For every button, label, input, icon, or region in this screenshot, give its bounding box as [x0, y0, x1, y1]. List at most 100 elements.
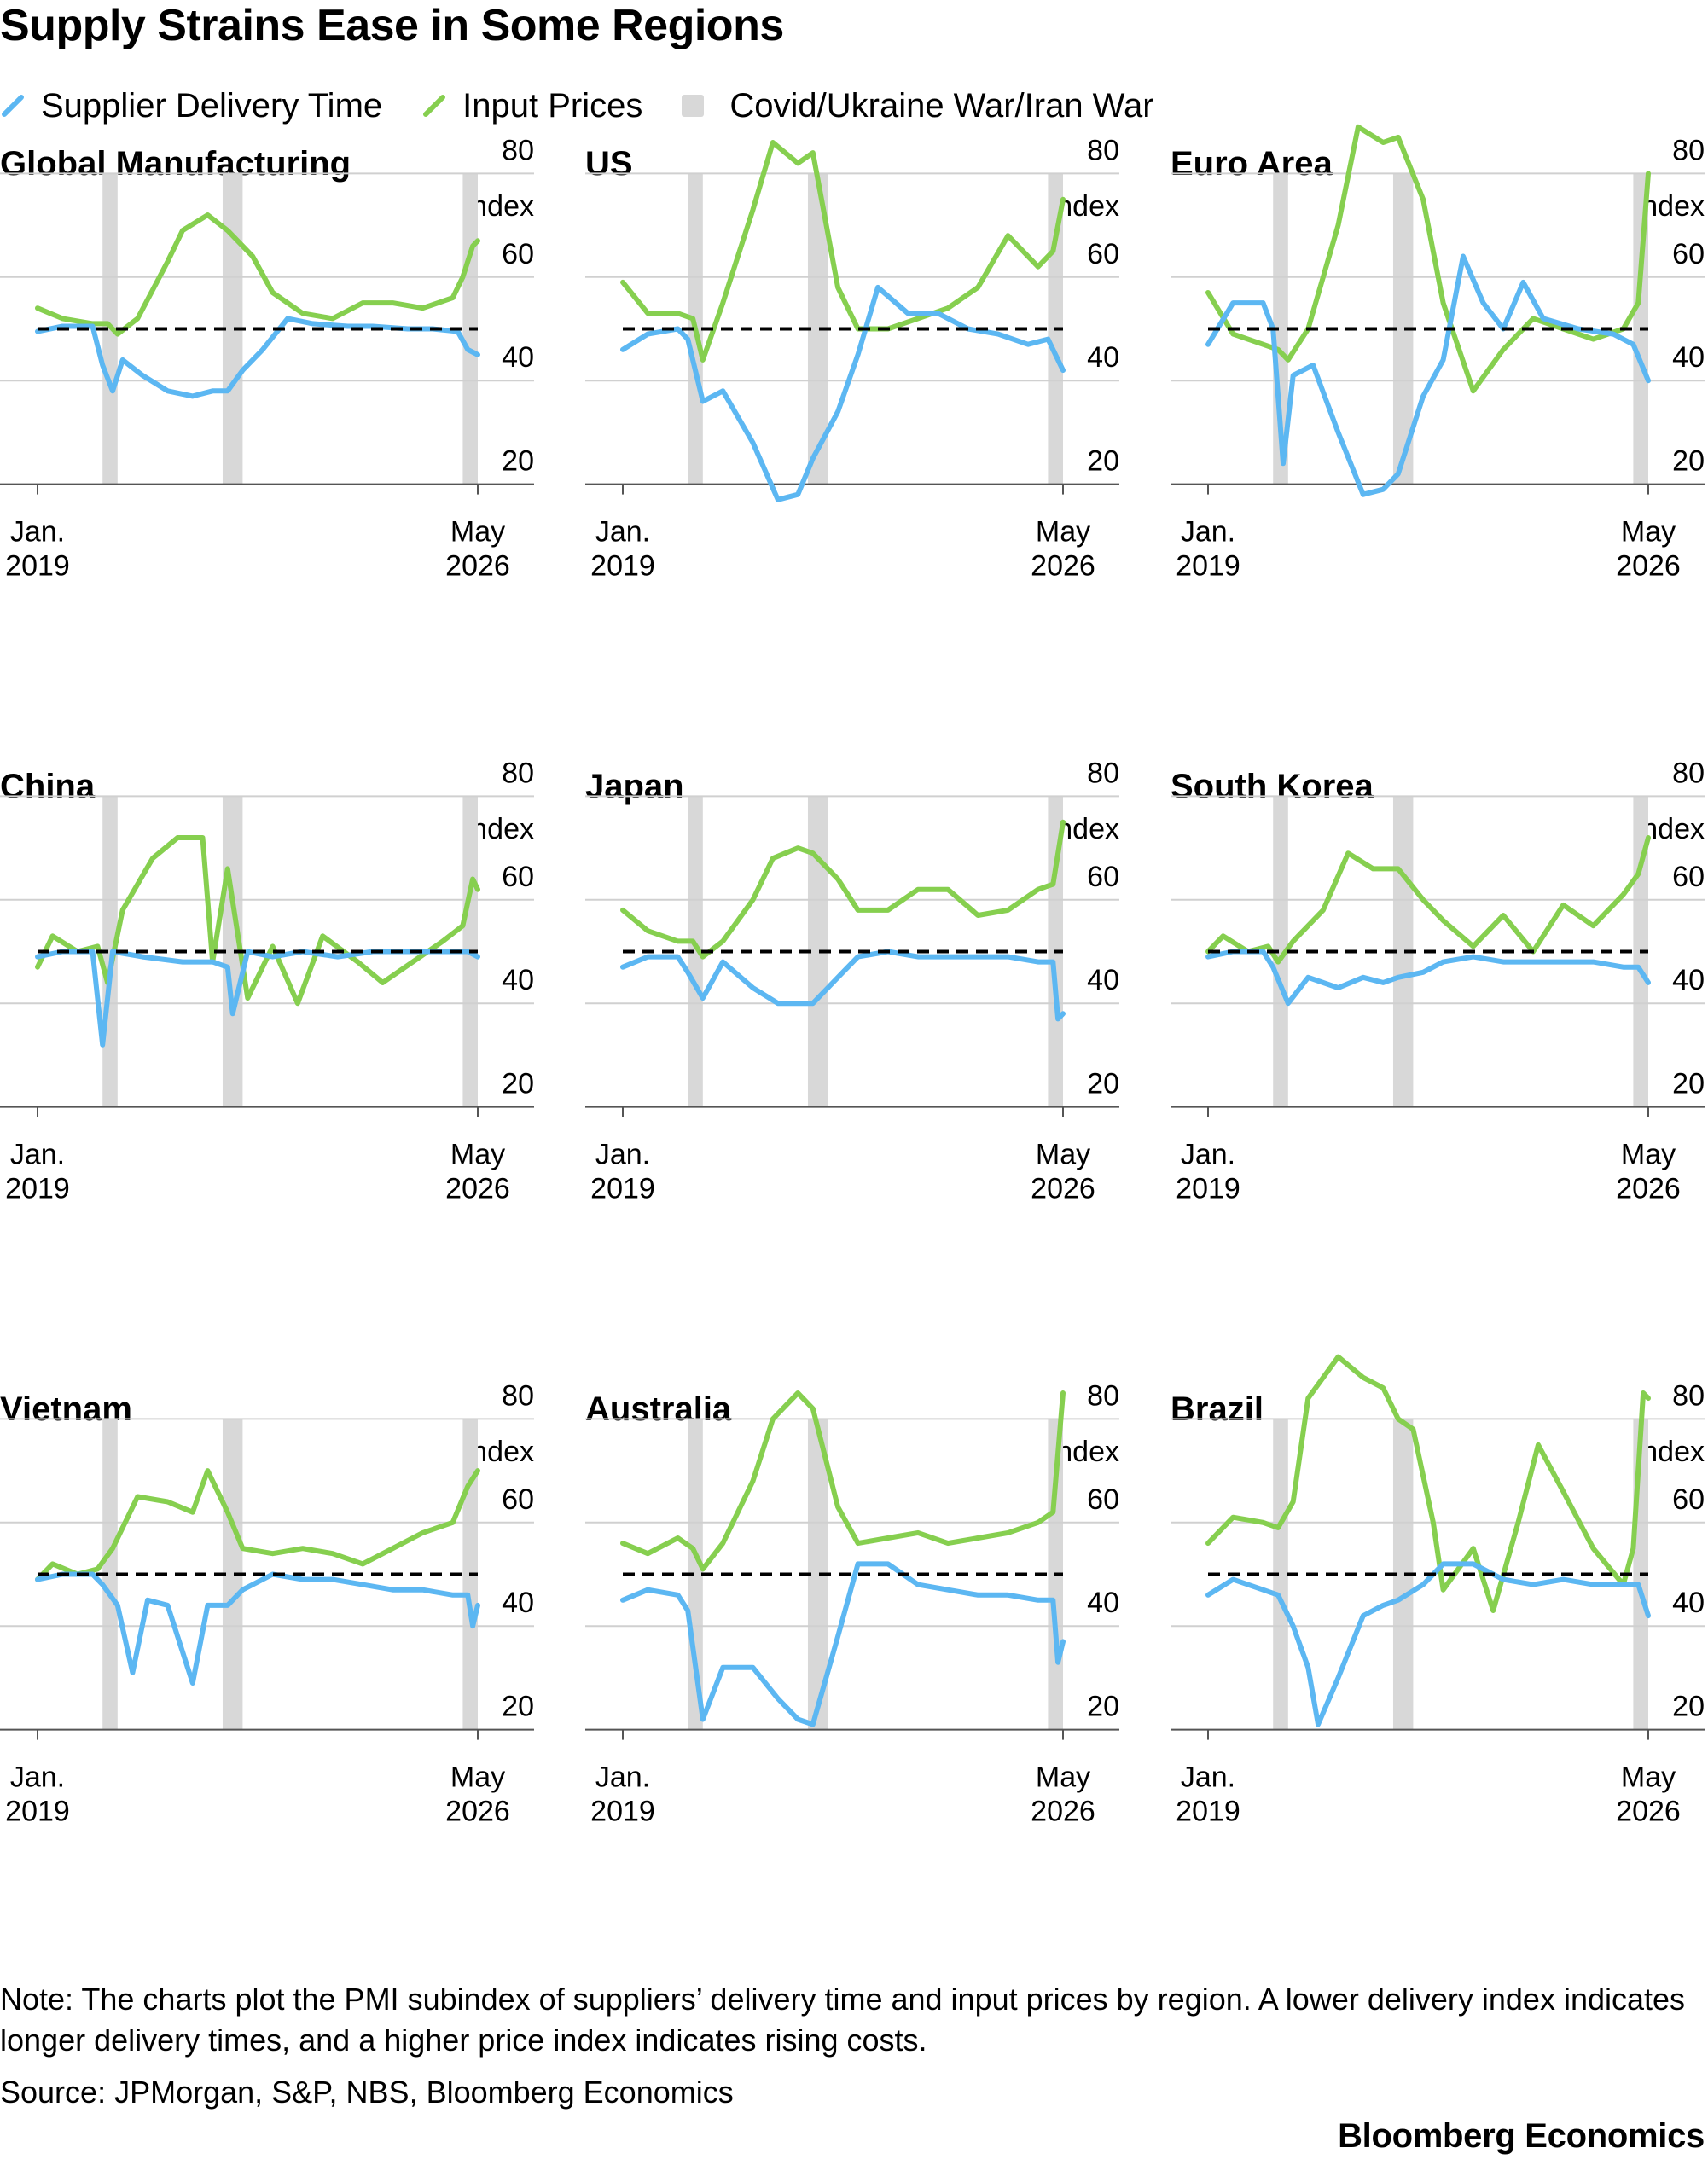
y-tick-label: 60 — [1672, 1483, 1705, 1516]
panel-title: Brazil — [1171, 1390, 1264, 1428]
y-tick-label: 20 — [502, 445, 534, 478]
x-tick-label: 2019 — [1176, 550, 1240, 583]
panel-title: Euro Area — [1171, 145, 1333, 183]
y-tick-label: 40 — [1672, 341, 1705, 374]
legend-label-delivery: Supplier Delivery Time — [41, 86, 383, 125]
x-tick-label: Jan. — [10, 1139, 65, 1171]
panel-title: US — [585, 145, 633, 183]
y-tick-label: 20 — [1672, 1691, 1705, 1723]
y-tick-label: 80 — [1087, 757, 1119, 789]
y-tick-label: 60 — [1087, 1483, 1119, 1516]
y-tick-label: 80 — [502, 1379, 534, 1412]
shaded-period — [807, 1419, 828, 1730]
prices-series-line — [620, 140, 1066, 363]
x-tick-label: May — [1621, 1762, 1676, 1794]
x-tick-label: 2026 — [445, 550, 510, 583]
x-tick-label: 2026 — [445, 1796, 510, 1828]
delivery-series-line — [620, 949, 1066, 1022]
x-tick-label: May — [1036, 1762, 1090, 1794]
y-tick-label: 20 — [1087, 445, 1119, 478]
x-tick-label: 2026 — [1616, 1796, 1681, 1828]
chart-note: Note: The charts plot the PMI subindex o… — [0, 1982, 1686, 2058]
y-tick-label: 40 — [1087, 964, 1119, 996]
y-tick-label: 40 — [502, 341, 534, 374]
y-tick-label: 60 — [1672, 861, 1705, 893]
small-multiples-charts: Global ManufacturingIndex20406080Jan.201… — [0, 124, 1705, 1828]
x-tick-label: Jan. — [1181, 1762, 1235, 1794]
x-tick-label: May — [1036, 1139, 1090, 1171]
delivery-series-line — [35, 949, 480, 1048]
x-tick-label: 2026 — [1031, 550, 1095, 583]
x-tick-label: May — [1036, 516, 1090, 549]
x-tick-label: 2019 — [590, 1173, 655, 1205]
y-tick-label: 40 — [502, 1587, 534, 1619]
shaded-period — [102, 1419, 118, 1730]
y-tick-label: 40 — [1087, 341, 1119, 374]
legend-item-shading: Covid/Ukraine War/Iran War — [682, 86, 1154, 125]
x-tick-label: May — [450, 516, 505, 549]
x-tick-label: 2026 — [445, 1173, 510, 1205]
panel-title: Japan — [585, 768, 684, 805]
x-tick-label: Jan. — [1181, 1139, 1235, 1171]
x-tick-label: 2026 — [1031, 1173, 1095, 1205]
y-tick-label: 40 — [1087, 1587, 1119, 1619]
chart-title: Supply Strains Ease in Some Regions — [0, 1, 784, 50]
x-tick-label: Jan. — [595, 1139, 650, 1171]
x-tick-label: 2026 — [1031, 1796, 1095, 1828]
delivery-series-line — [620, 284, 1066, 502]
legend-label-prices: Input Prices — [462, 86, 643, 125]
y-tick-label: 80 — [1672, 757, 1705, 789]
prices-series-line — [1205, 835, 1651, 965]
y-tick-label: 20 — [502, 1691, 534, 1723]
y-tick-label: 80 — [1672, 1379, 1705, 1412]
shaded-period — [1273, 1419, 1288, 1730]
legend-item-prices: Input Prices — [421, 87, 642, 125]
y-tick-label: 80 — [502, 757, 534, 789]
legend-item-delivery: Supplier Delivery Time — [0, 87, 382, 125]
y-tick-label: 20 — [502, 1068, 534, 1100]
x-tick-label: Jan. — [1181, 516, 1235, 549]
x-tick-label: May — [450, 1762, 505, 1794]
shaded-period — [222, 173, 243, 485]
chart-panel-0: Global ManufacturingIndex20406080Jan.201… — [0, 134, 534, 583]
y-tick-label: 20 — [1672, 445, 1705, 478]
shading-swatch-icon — [682, 95, 705, 117]
y-tick-label: 40 — [502, 964, 534, 996]
x-tick-label: 2019 — [5, 1173, 70, 1205]
y-tick-label: 60 — [502, 238, 534, 270]
prices-series-line — [620, 1390, 1066, 1572]
y-tick-label: 40 — [1672, 964, 1705, 996]
x-tick-label: Jan. — [595, 1762, 650, 1794]
x-tick-label: 2026 — [1616, 550, 1681, 583]
prices-series-line — [620, 819, 1066, 960]
y-tick-label: 60 — [1087, 238, 1119, 270]
brand-label: Bloomberg Economics — [1338, 2117, 1705, 2155]
x-tick-label: May — [1621, 516, 1676, 549]
prices-series-line — [35, 1468, 480, 1582]
y-tick-label: 40 — [1672, 1587, 1705, 1619]
prices-series-line — [1205, 124, 1651, 394]
shaded-period — [1392, 1419, 1414, 1730]
y-tick-label: 80 — [502, 134, 534, 166]
x-tick-label: Jan. — [10, 516, 65, 549]
y-tick-label: 60 — [502, 861, 534, 893]
x-tick-label: 2019 — [590, 1796, 655, 1828]
y-tick-label: 20 — [1087, 1691, 1119, 1723]
legend-label-shading: Covid/Ukraine War/Iran War — [729, 86, 1154, 125]
x-tick-label: Jan. — [595, 516, 650, 549]
x-tick-label: 2026 — [1616, 1173, 1681, 1205]
y-tick-label: 60 — [1087, 861, 1119, 893]
y-tick-label: 60 — [502, 1483, 534, 1516]
y-tick-label: 80 — [1672, 134, 1705, 166]
x-tick-label: May — [450, 1139, 505, 1171]
panel-title: China — [0, 768, 96, 805]
delivery-series-line — [35, 1571, 480, 1686]
shaded-period — [1273, 796, 1288, 1107]
